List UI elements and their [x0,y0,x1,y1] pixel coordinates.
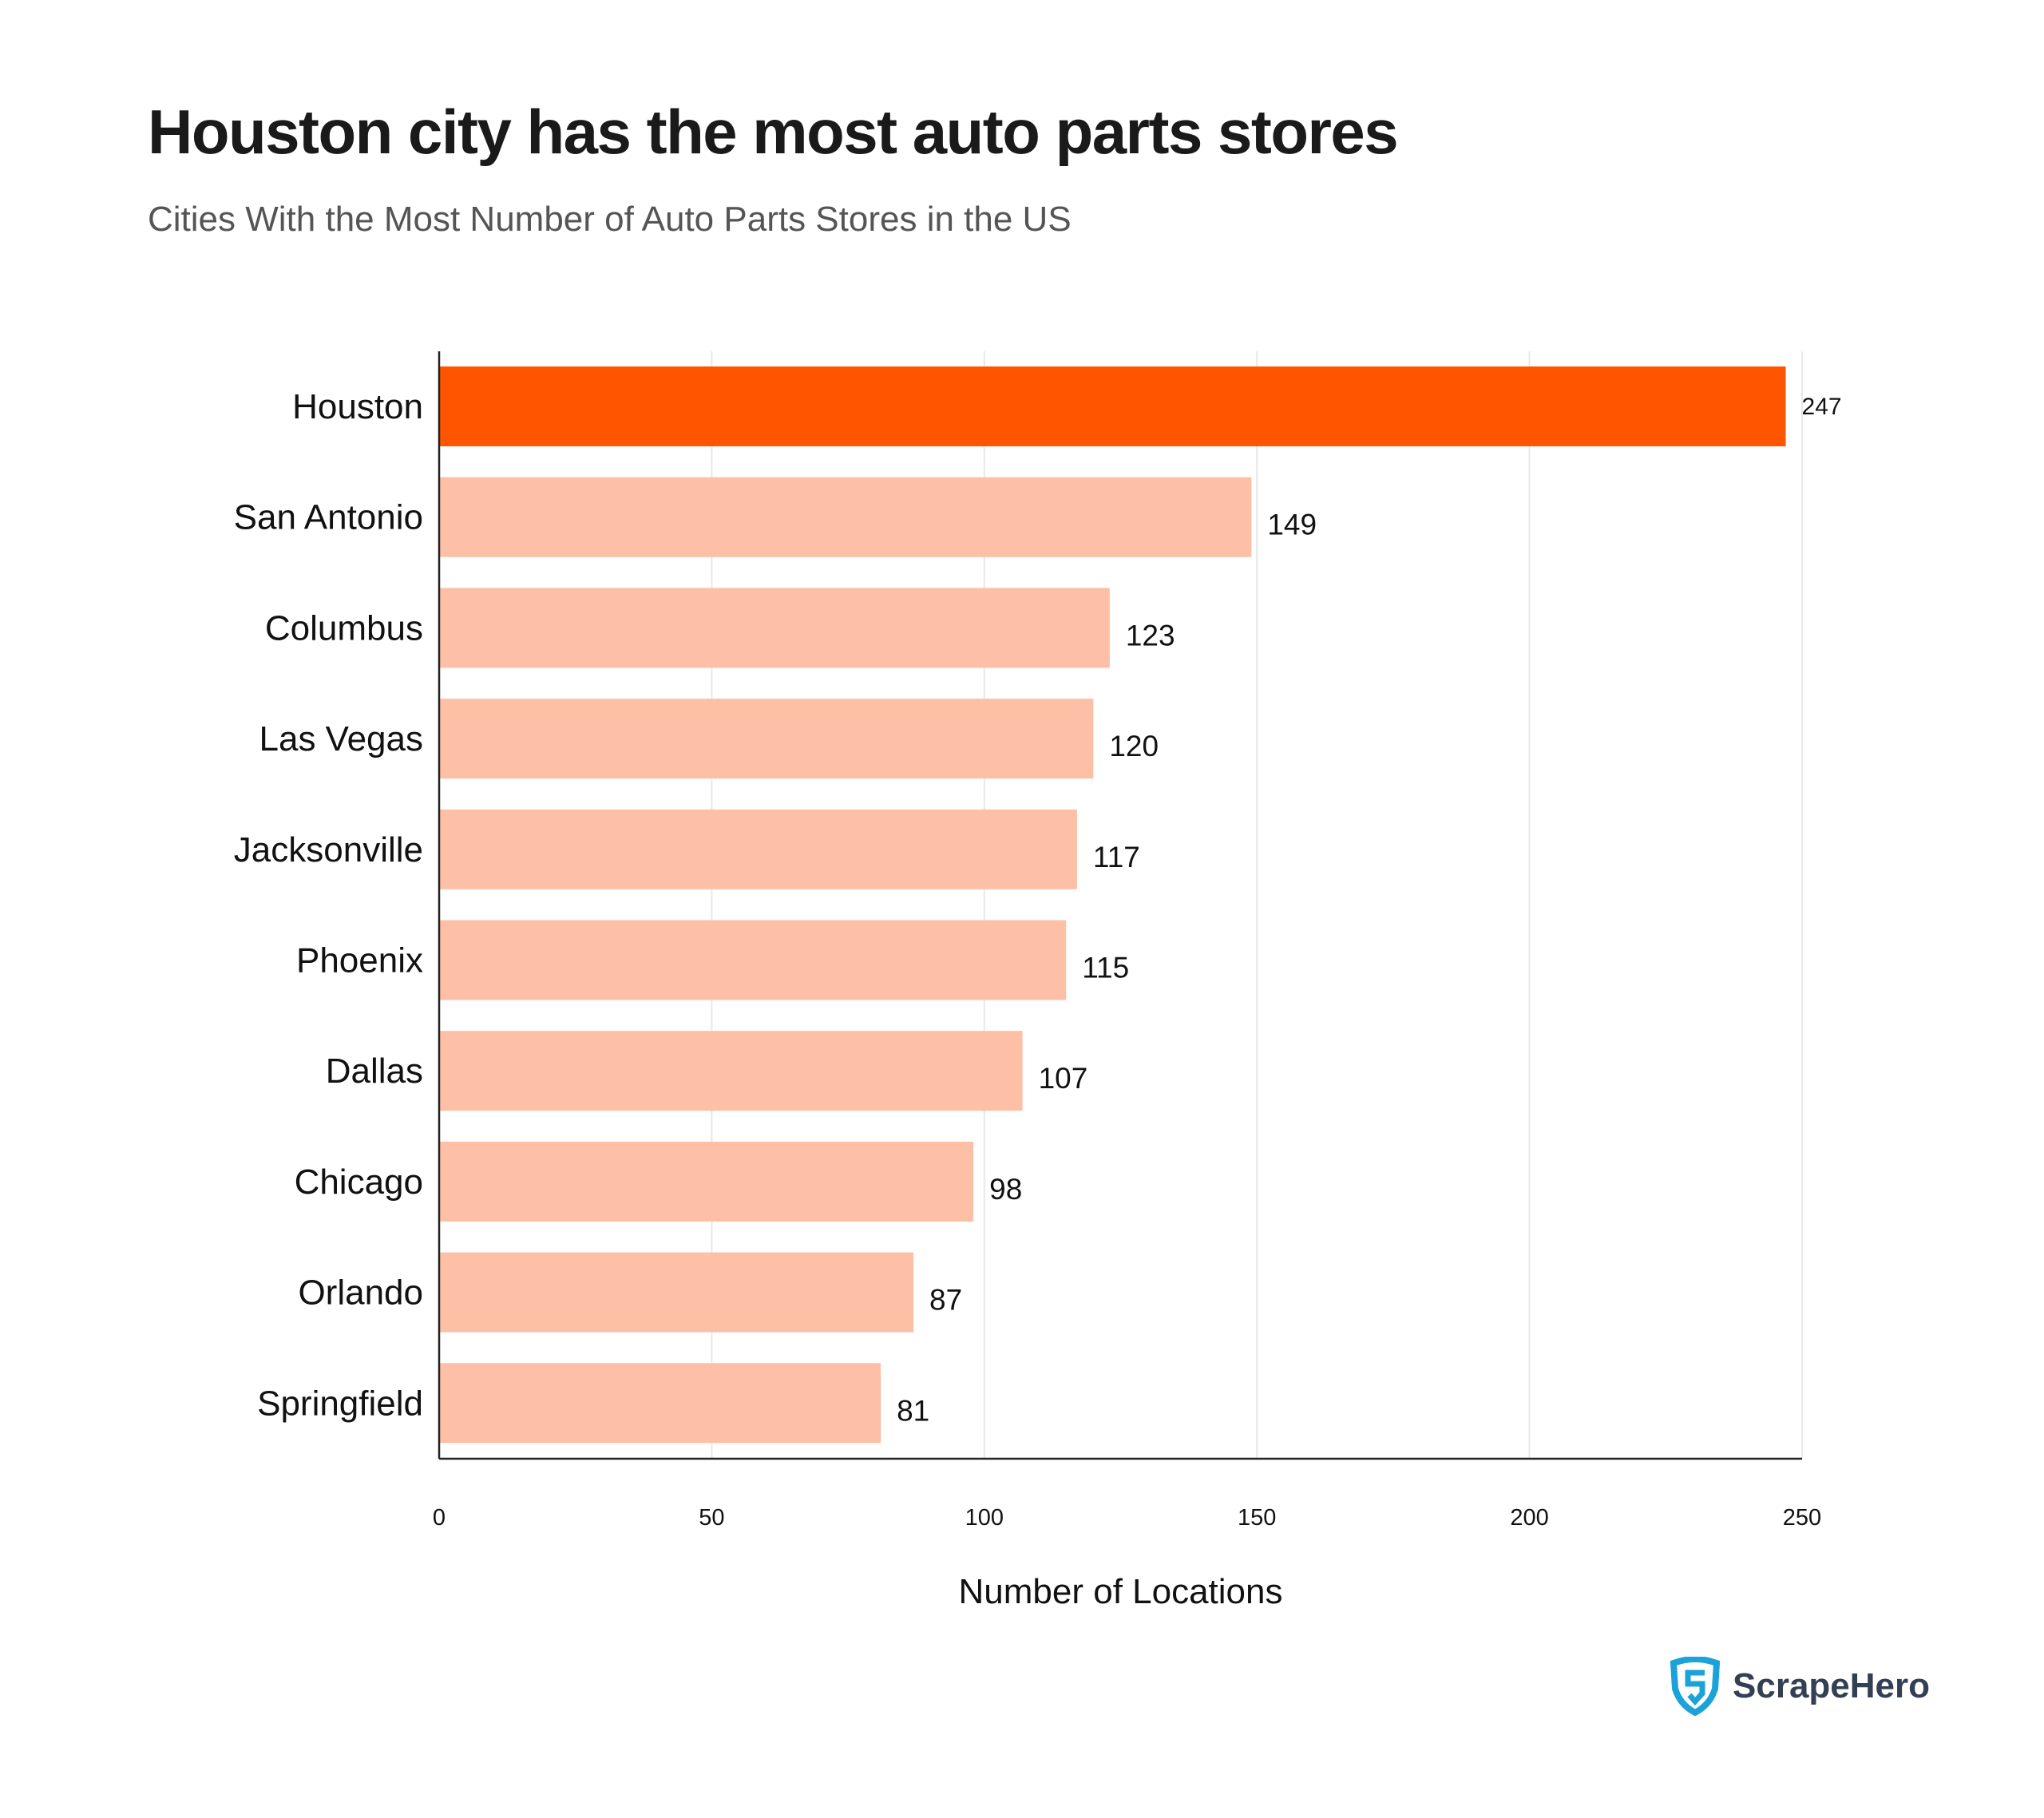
data-label: 247 [1802,394,1842,420]
category-label: Las Vegas [259,719,424,758]
bar-jacksonville [439,809,1077,889]
x-tick-label: 250 [1783,1505,1821,1531]
data-label: 98 [989,1173,1022,1206]
x-tick-label: 100 [965,1505,1004,1531]
category-label: Chicago [295,1162,423,1202]
bar-phoenix [439,920,1067,1000]
data-label: 81 [897,1394,929,1427]
data-label: 115 [1082,952,1129,984]
chart-subtitle: Cities With the Most Number of Auto Part… [148,200,1072,239]
x-tick-label: 150 [1238,1505,1276,1531]
category-label: Orlando [298,1273,423,1313]
brand-name: ScrapeHero [1733,1666,1931,1705]
category-label: Springfield [257,1384,423,1423]
data-label: 120 [1109,730,1159,762]
category-label: Houston [292,387,423,426]
category-label: San Antonio [234,498,423,537]
category-label: Jacksonville [234,830,423,869]
category-label: Columbus [265,608,423,648]
data-label: 107 [1039,1062,1088,1095]
x-tick-label: 200 [1510,1505,1548,1531]
bar-san-antonio [439,477,1252,557]
category-label: Dallas [326,1052,423,1091]
data-label: 87 [929,1284,962,1317]
bar-las-vegas [439,699,1094,779]
bar-dallas [439,1031,1023,1111]
x-axis-title: Number of Locations [959,1572,1283,1611]
bar-columbus [439,588,1110,668]
shield-logo-icon [1670,1657,1721,1716]
data-label: 117 [1093,841,1140,873]
bar-chicago [439,1141,974,1222]
x-tick-label: 0 [433,1505,446,1531]
bar-houston [439,366,1786,446]
chart-title: Houston city has the most auto parts sto… [148,97,1399,167]
scrapehero-logo: ScrapeHero [1669,1657,1930,1716]
data-label: 149 [1267,509,1317,541]
data-label: 123 [1126,619,1175,652]
x-tick-label: 50 [699,1505,724,1531]
bar-orlando [439,1252,914,1333]
category-label: Phoenix [296,941,423,980]
bar-springfield [439,1363,881,1444]
